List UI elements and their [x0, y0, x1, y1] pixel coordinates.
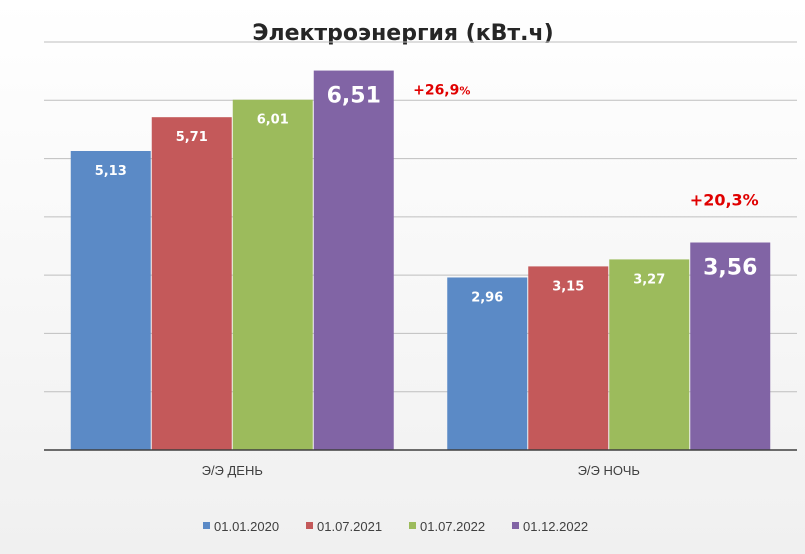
legend-item-01-01-2020: 01.01.2020 [214, 519, 279, 534]
legend-item-01-12-2022: 01.12.2022 [523, 519, 588, 534]
legend-swatch [409, 522, 416, 529]
category-label: Э/Э НОЧЬ [578, 463, 640, 478]
growth-annotation: +26,9% [413, 83, 470, 99]
bar-01-07-2022-1 [609, 259, 690, 450]
legend: 01.01.2020 01.07.2021 01.07.2022 01.12.2022 [203, 519, 588, 534]
legend-item-01-07-2022: 01.07.2022 [420, 519, 485, 534]
bar-01-12-2022-1 [690, 242, 771, 450]
bar-01-01-2020-0 [70, 150, 151, 450]
data-label: 2,96 [471, 290, 503, 305]
legend-swatch [306, 522, 313, 529]
legend-swatch [512, 522, 519, 529]
data-label: 3,15 [552, 279, 584, 294]
category-label: Э/Э ДЕНЬ [202, 463, 263, 478]
data-labels: 5,13 5,71 6,01 6,51 2,96 3,15 3,27 3,56 [95, 84, 758, 306]
data-label: 3,27 [633, 272, 665, 287]
legend-item-01-07-2021: 01.07.2021 [317, 519, 382, 534]
growth-annotation: +20,3% [690, 191, 759, 210]
bars [70, 70, 771, 451]
bar-01-12-2022-0 [313, 70, 394, 450]
legend-swatch [203, 522, 210, 529]
bar-01-07-2022-0 [232, 99, 313, 451]
data-label: 6,51 [327, 84, 381, 109]
data-label: 3,56 [703, 256, 757, 281]
data-label: 5,13 [95, 164, 127, 179]
bar-01-07-2021-0 [151, 117, 232, 450]
data-label: 6,01 [257, 113, 289, 128]
data-label: 5,71 [176, 130, 208, 145]
annotations: +26,9% +20,3% [413, 83, 759, 210]
bar-01-01-2020-1 [447, 277, 528, 450]
bar-01-07-2021-1 [528, 266, 609, 450]
x-axis: Э/Э ДЕНЬ Э/Э НОЧЬ [44, 449, 797, 478]
